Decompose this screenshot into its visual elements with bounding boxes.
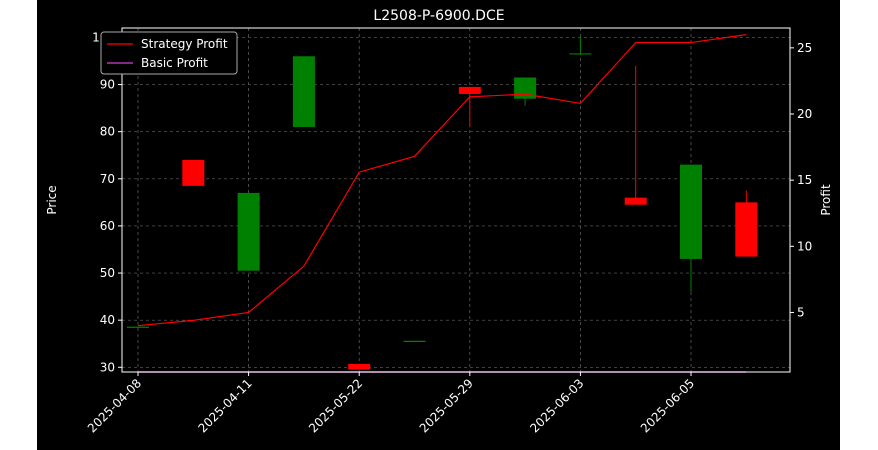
y-left-tick-label: 40 bbox=[100, 313, 115, 327]
candle-body bbox=[458, 86, 481, 94]
candle-body bbox=[735, 202, 758, 257]
legend: Strategy Profit Basic Profit bbox=[100, 31, 238, 75]
y-left-tick-label: 30 bbox=[100, 360, 115, 374]
y-right-tick-label: 20 bbox=[797, 107, 812, 121]
y-right-tick-label: 15 bbox=[797, 173, 812, 187]
legend-label-strategy: Strategy Profit bbox=[141, 37, 228, 51]
candle-body bbox=[624, 197, 647, 205]
plot-frame bbox=[121, 27, 791, 373]
y-left-tick-label: 70 bbox=[100, 172, 115, 186]
candle-body bbox=[514, 77, 537, 99]
candle-body bbox=[292, 56, 315, 127]
y-left-tick-label: 60 bbox=[100, 219, 115, 233]
y-left-tick-label: 50 bbox=[100, 266, 115, 280]
candle-body bbox=[680, 164, 702, 259]
candle-body bbox=[182, 159, 205, 186]
strategy-profit-line bbox=[137, 34, 747, 327]
figure-background bbox=[37, 0, 840, 450]
y-left-tick-label: 80 bbox=[100, 125, 115, 139]
y-left-tick-label: 90 bbox=[100, 78, 115, 92]
y-axis-left-label: Price bbox=[45, 185, 59, 214]
y-right-tick-label: 5 bbox=[797, 305, 805, 319]
candle-body bbox=[348, 363, 371, 370]
y-right-tick-label: 25 bbox=[797, 41, 812, 55]
legend-label-basic: Basic Profit bbox=[141, 56, 208, 70]
legend-box bbox=[100, 31, 238, 75]
candles bbox=[127, 35, 758, 370]
y-axis-right-label: Profit bbox=[819, 184, 833, 216]
chart-title: L2508-P-6900.DCE bbox=[373, 8, 504, 24]
candle-body bbox=[237, 192, 260, 271]
y-right-tick-label: 10 bbox=[797, 239, 812, 253]
